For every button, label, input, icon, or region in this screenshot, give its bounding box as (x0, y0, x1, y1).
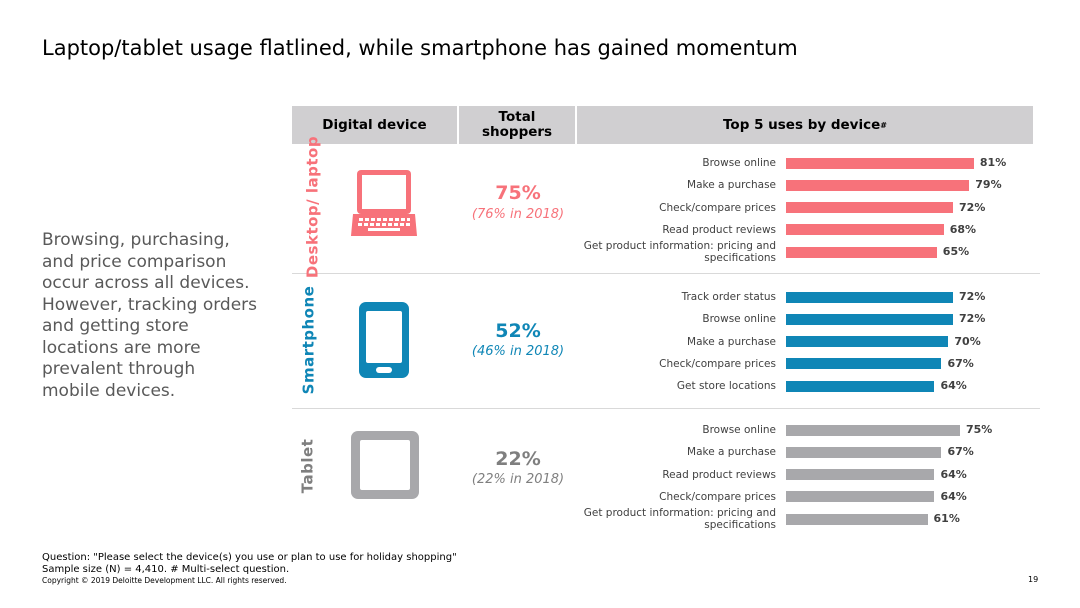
bar (786, 336, 949, 348)
shoppers-percent-tablet: 22% (495, 448, 541, 470)
tablet-icon (351, 431, 419, 499)
device-label-tablet: Tablet (298, 438, 317, 494)
bar (786, 246, 937, 258)
bar-category-label: Check/compare prices (659, 201, 776, 214)
smartphone-icon (359, 302, 409, 378)
bar-category-label: Read product reviews (662, 223, 776, 236)
bar-category-label: Get product information: pricing and spe… (583, 240, 776, 265)
bar (786, 469, 935, 481)
header-top-uses-label: Top 5 uses by device (723, 116, 881, 133)
bar-value-label: 79% (975, 178, 1002, 192)
header-total-shoppers-label: Total shoppers (482, 109, 553, 140)
side-summary-text: Browsing, purchasing, and price comparis… (42, 230, 258, 401)
bar (786, 179, 970, 191)
header-digital-device: Digital device (292, 106, 457, 144)
footnote-question: Question: "Please select the device(s) y… (42, 552, 457, 563)
device-label-smartphone: Smartphone (299, 285, 318, 395)
bar (786, 313, 954, 325)
shoppers-prior-tablet: (22% in 2018) (471, 472, 565, 487)
bar (786, 513, 928, 525)
laptop-icon (351, 170, 417, 236)
bar-category-label: Browse online (702, 313, 776, 326)
copyright-text: Copyright © 2019 Deloitte Development LL… (42, 576, 287, 585)
bar (786, 424, 960, 436)
bar-value-label: 65% (942, 245, 970, 259)
bar-category-label: Check/compare prices (659, 490, 776, 503)
bar-category-label: Track order status (681, 291, 776, 303)
bar-value-label: 67% (947, 356, 974, 370)
bar-value-label: 72% (959, 312, 986, 326)
bar-category-label: Browse online (702, 424, 776, 436)
bar-value-label: 75% (966, 423, 993, 436)
bar-category-label: Make a purchase (687, 179, 776, 192)
bar-category-label: Make a purchase (687, 446, 776, 459)
shoppers-prior-smartphone: (46% in 2018) (471, 344, 565, 359)
bar (786, 202, 954, 214)
bar-category-label: Get store locations (676, 380, 776, 393)
bar-value-label: 68% (949, 222, 977, 236)
bar-value-label: 81% (979, 156, 1007, 169)
bar (786, 358, 942, 370)
bar-category-label: Make a purchase (687, 335, 776, 348)
bar-value-label: 64% (940, 467, 967, 481)
bar-category-label: Get product information: pricing and spe… (583, 507, 776, 532)
bar-category-label: Browse online (702, 157, 776, 169)
bar (786, 224, 944, 236)
bar-value-label: 70% (954, 334, 981, 348)
bar (786, 446, 942, 458)
bar-category-label: Check/compare prices (659, 357, 776, 370)
bar-value-label: 67% (947, 445, 974, 459)
bar-value-label: 64% (940, 379, 967, 393)
shoppers-percent-smartphone: 52% (495, 320, 541, 342)
header-top-uses: Top 5 uses by device # (577, 106, 1033, 144)
page-title: Laptop/tablet usage flatlined, while sma… (42, 36, 798, 60)
footnote-sample: Sample size (N) = 4,410. # Multi-select … (42, 564, 290, 575)
bar-value-label: 61% (933, 512, 960, 526)
shoppers-prior-desktop: (76% in 2018) (471, 207, 565, 222)
bar-value-label: 72% (959, 200, 986, 214)
header-total-shoppers: Total shoppers (459, 106, 575, 144)
bar (786, 380, 935, 392)
shoppers-percent-desktop: 75% (495, 182, 541, 204)
bar-category-label: Read product reviews (662, 468, 776, 481)
section-divider (292, 273, 1040, 274)
page-number: 19 (1028, 575, 1039, 584)
device-label-desktop: Desktop/ laptop (303, 135, 322, 279)
bar-value-label: 72% (959, 290, 986, 303)
header-top-uses-mark: # (880, 120, 887, 130)
bar (786, 291, 954, 303)
bar (786, 157, 974, 169)
bar (786, 491, 935, 503)
section-divider (292, 408, 1040, 409)
bar-value-label: 64% (940, 489, 967, 503)
